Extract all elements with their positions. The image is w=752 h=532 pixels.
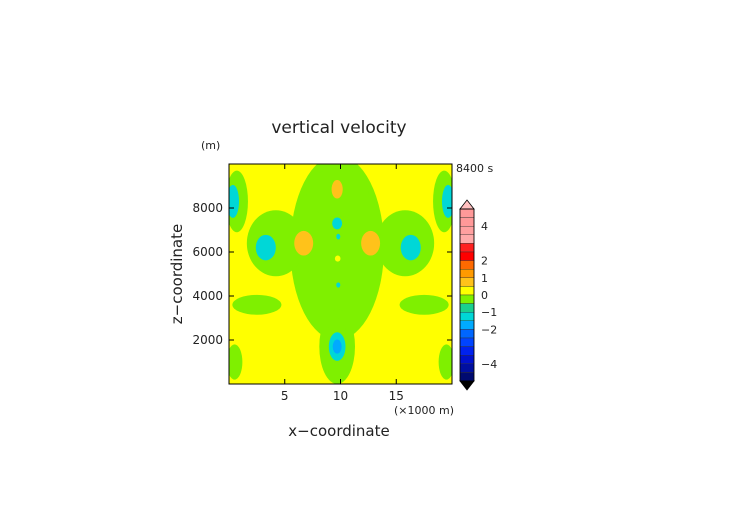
colorbar-bin	[459, 337, 475, 347]
colorbar-bin	[459, 277, 475, 287]
x-axis: 5 10 15	[281, 164, 404, 403]
x-tick-label: 10	[333, 389, 348, 403]
colorbar-label: −2	[481, 323, 497, 336]
velocity-contour-22	[361, 230, 381, 256]
velocity-contour-23	[331, 180, 343, 199]
colorbar-bin	[459, 286, 475, 296]
velocity-contour-11	[438, 344, 452, 380]
velocity-contour-14	[255, 234, 276, 261]
y-axis: 2000 4000 6000 8000	[192, 201, 452, 347]
colorbar-bin	[459, 243, 475, 253]
velocity-field	[229, 164, 452, 384]
colorbar-label: 1	[481, 272, 488, 285]
colorbar-label: 2	[481, 255, 488, 268]
colorbar-bin	[459, 329, 475, 339]
y-tick-label: 8000	[192, 201, 223, 215]
colorbar-lower-triangle	[459, 380, 475, 391]
plot-area: 5 10 15 2000 4000 6000 8000	[192, 163, 453, 403]
velocity-contour-15	[400, 234, 421, 261]
colorbar-bin	[459, 320, 475, 330]
colorbar-bin	[459, 303, 475, 313]
colorbar-upper-triangle	[459, 199, 475, 210]
velocity-contour-21	[294, 230, 314, 256]
colorbar-label: −1	[481, 306, 497, 319]
colorbar-label: 0	[481, 289, 488, 302]
colorbar-bin	[459, 269, 475, 279]
colorbar: 4 2 1 0 −1 −2 −4	[459, 199, 497, 391]
velocity-contour-20	[336, 282, 341, 288]
x-tick-label: 15	[389, 389, 404, 403]
velocity-contour-19	[336, 233, 341, 240]
velocity-contour-7	[399, 294, 449, 315]
y-tick-label: 6000	[192, 245, 223, 259]
x-unit-label: (×1000 m)	[394, 404, 454, 417]
velocity-contour-4	[246, 210, 305, 277]
colorbar-bin	[459, 372, 475, 382]
velocity-contour-10	[229, 344, 243, 380]
velocity-contour-17	[441, 184, 452, 218]
colorbar-frame	[459, 208, 475, 382]
velocity-contour-18	[332, 217, 343, 230]
colorbar-label: 4	[481, 220, 488, 233]
y-tick-label: 4000	[192, 289, 223, 303]
time-label: 8400 s	[456, 162, 493, 175]
colorbar-bin	[459, 355, 475, 365]
y-unit-label: (m)	[201, 139, 220, 152]
chart-title: vertical velocity	[271, 118, 406, 138]
colorbar-bin	[459, 208, 475, 218]
colorbar-bin	[459, 294, 475, 304]
colorbar-bin	[459, 260, 475, 270]
colorbar-bin	[459, 251, 475, 261]
colorbar-bin	[459, 312, 475, 322]
velocity-contour-6	[232, 294, 282, 315]
colorbar-bin	[459, 363, 475, 373]
y-tick-label: 2000	[192, 333, 223, 347]
colorbar-bin	[459, 234, 475, 244]
y-axis-label: z−coordinate	[168, 224, 186, 324]
x-tick-label: 5	[281, 389, 289, 403]
velocity-contour-16	[229, 184, 240, 218]
colorbar-label: −4	[481, 358, 497, 371]
velocity-contour-13	[332, 339, 342, 354]
velocity-contour-24	[334, 255, 341, 262]
colorbar-bin	[459, 225, 475, 235]
colorbar-bin	[459, 217, 475, 227]
x-axis-label: x−coordinate	[288, 422, 389, 440]
colorbar-bin	[459, 346, 475, 356]
